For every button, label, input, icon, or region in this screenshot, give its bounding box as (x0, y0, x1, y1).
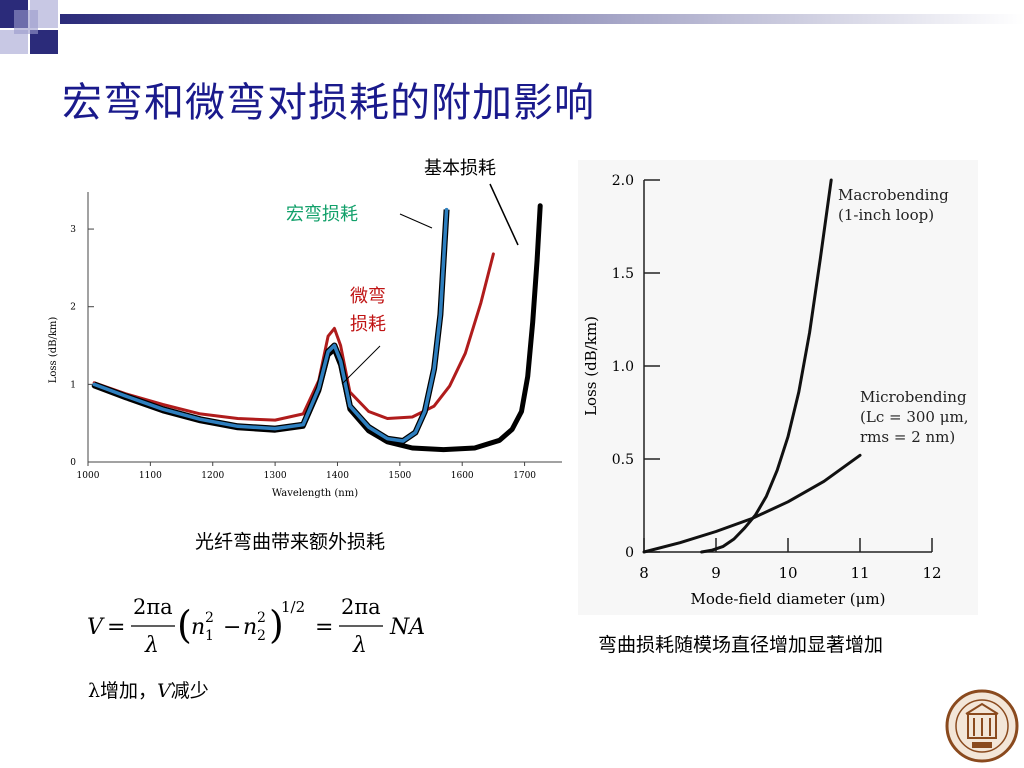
right-chart-series (642, 178, 862, 554)
bottom-note: λ增加，V减少 (88, 676, 209, 703)
formula-NA: NA (389, 615, 425, 640)
legend-macrobending: Macrobending (838, 186, 949, 204)
x-tick-label: 1400 (326, 471, 349, 481)
right-caption: 弯曲损耗随模场直径增加显著增加 (598, 634, 884, 656)
wavelength-loss-chart: 1000 1100 1200 1300 1400 1500 1600 1700 0 1 2 3 Wave… (48, 158, 562, 499)
x-tick-label: 9 (711, 564, 721, 582)
formula-eq2: = (315, 615, 333, 640)
annotation-micro-loss-1: 微弯 (350, 286, 386, 307)
paren-open: ( (177, 603, 192, 647)
x-tick-label: 1200 (201, 471, 224, 481)
x-tick-label: 1000 (77, 471, 100, 481)
formula-eq1: = (107, 615, 125, 640)
formula-n1-sub: 1 (205, 628, 214, 644)
formula-n1-sup: 2 (205, 610, 214, 626)
y-tick-label: 2.0 (612, 173, 634, 189)
normalized-frequency-formula: V = 2πa λ ( n 2 1 − n 2 2 ) 1/2 = 2πa λ … (87, 595, 425, 658)
formula-n2: n (243, 615, 257, 640)
note-end: 减少 (170, 680, 209, 702)
y-tick-label: 1.5 (612, 266, 634, 282)
x-tick-label: 1100 (139, 471, 162, 481)
x-tick-label: 1300 (264, 471, 287, 481)
annotation-macro-loss: 宏弯损耗 (286, 204, 358, 225)
header-bar (60, 14, 1024, 24)
x-axis-label: Mode-field diameter (μm) (691, 590, 886, 608)
series-macro-line (92, 207, 449, 443)
x-tick-label: 12 (922, 564, 941, 582)
formula-power: 1/2 (281, 598, 305, 616)
pointer-micro (341, 345, 381, 385)
formula-n1: n (191, 615, 205, 640)
y-tick-label: 1.0 (612, 359, 634, 375)
formula-minus: − (223, 615, 241, 640)
legend-microbending-sub: (Lc = 300 μm, (860, 408, 968, 426)
series-micro-line (92, 252, 495, 422)
series-microbending-line (642, 453, 862, 554)
y-tick-label: 0.5 (612, 452, 634, 468)
y-tick-label: 1 (70, 380, 76, 390)
mfd-loss-chart: 8 9 10 11 12 0 0.5 1.0 1.5 2.0 Mode-field diameter… (578, 160, 978, 615)
note-lambda: λ (88, 680, 101, 702)
pointer-macro (399, 213, 433, 229)
x-tick-label: 8 (639, 564, 649, 582)
x-tick-label: 11 (850, 564, 869, 582)
formula-den1: λ (144, 633, 159, 658)
pointer-basic (489, 183, 519, 246)
formula-num1: 2πa (133, 595, 173, 619)
formula-num2: 2πa (341, 595, 381, 619)
y-tick-label: 2 (70, 303, 76, 313)
legend-macrobending-sub: (1-inch loop) (838, 206, 934, 224)
note-mid: 增加， (100, 680, 158, 702)
annotation-micro-loss-2: 损耗 (350, 314, 386, 335)
x-axis-label: Wavelength (nm) (272, 488, 358, 499)
x-tick-label: 1600 (451, 471, 474, 481)
formula-den2: λ (352, 633, 367, 658)
formula-V: V (87, 615, 105, 640)
legend-microbending: Microbending (860, 388, 967, 406)
deco-square (14, 10, 38, 34)
y-tick-label: 0 (70, 458, 76, 468)
header-decoration (0, 0, 1024, 54)
y-tick-label: 0 (625, 545, 634, 561)
right-chart-legend-labels: Macrobending (1-inch loop) Microbending … (838, 186, 968, 446)
series-macrobending-line (700, 178, 833, 554)
formula-n2-sub: 2 (257, 628, 266, 644)
annotation-basic-loss: 基本损耗 (424, 158, 496, 179)
y-tick-label: 3 (70, 225, 76, 235)
left-caption: 光纤弯曲带来额外损耗 (195, 531, 386, 553)
left-chart-axes: 1000 1100 1200 1300 1400 1500 1600 1700 0 1 2 3 Wave… (48, 192, 562, 499)
series-macro-outline (93, 209, 450, 444)
x-tick-label: 1700 (513, 471, 536, 481)
note-v: V (157, 680, 171, 702)
left-chart-annotations: 基本损耗 宏弯损耗 微弯 损耗 (286, 158, 519, 385)
slide-title: 宏弯和微弯对损耗的附加影响 (62, 80, 595, 126)
y-axis-label: Loss (dB/km) (48, 317, 59, 384)
y-axis-label: Loss (dB/km) (582, 316, 600, 416)
x-tick-label: 1500 (388, 471, 411, 481)
university-seal-logo (945, 689, 1019, 763)
right-chart-axes: 8 9 10 11 12 0 0.5 1.0 1.5 2.0 Mode-field diameter… (582, 173, 942, 608)
legend-microbending-sub2: rms = 2 nm) (860, 428, 955, 446)
x-tick-label: 10 (778, 564, 797, 582)
formula-n2-sup: 2 (257, 610, 266, 626)
paren-close: ) (269, 603, 284, 647)
left-chart-series (91, 203, 543, 453)
